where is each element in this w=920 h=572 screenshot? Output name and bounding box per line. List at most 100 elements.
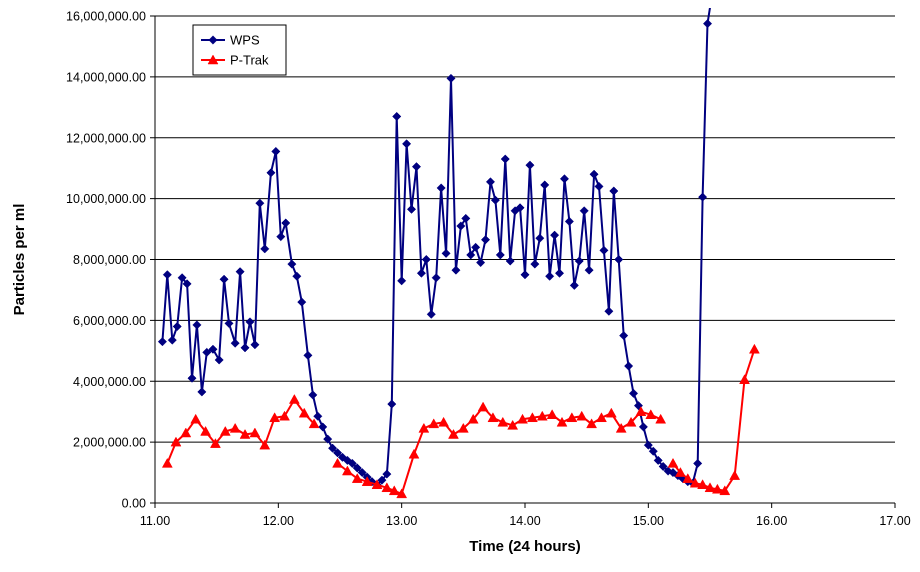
x-axis-title: Time (24 hours)	[469, 538, 580, 555]
y-tick-label: 4,000,000.00	[73, 375, 146, 389]
data-point	[438, 416, 450, 427]
y-tick-label: 2,000,000.00	[73, 436, 146, 450]
data-point	[240, 343, 250, 353]
data-point	[411, 162, 422, 172]
data-point	[328, 443, 338, 453]
data-point	[235, 267, 245, 277]
data-point	[490, 195, 500, 205]
data-point	[292, 271, 302, 281]
data-point	[624, 361, 634, 371]
data-point	[697, 479, 709, 489]
data-point	[609, 186, 619, 196]
data-point	[208, 344, 218, 354]
series-p-trak	[161, 343, 760, 499]
data-point	[566, 412, 578, 423]
data-point	[698, 192, 708, 202]
data-point	[172, 321, 182, 332]
data-point	[535, 233, 545, 243]
data-point	[297, 297, 307, 307]
data-point	[200, 425, 211, 436]
data-point	[559, 174, 570, 184]
data-point	[202, 347, 212, 357]
data-point	[239, 429, 251, 439]
data-point	[308, 390, 318, 400]
data-point	[162, 270, 172, 280]
data-point	[505, 256, 515, 266]
data-point	[682, 473, 694, 483]
data-point	[554, 268, 565, 278]
legend-swatch-marker	[208, 35, 218, 45]
data-point	[635, 406, 647, 416]
data-point	[525, 160, 535, 170]
data-point	[255, 198, 265, 208]
x-tick-label: 14.00	[509, 514, 540, 528]
data-point	[584, 265, 594, 275]
data-point	[279, 410, 290, 421]
data-point	[517, 413, 528, 424]
data-point	[477, 401, 489, 412]
data-point	[351, 473, 363, 483]
data-point	[167, 335, 177, 345]
data-point	[260, 244, 270, 254]
data-point	[497, 416, 509, 427]
data-point	[426, 309, 436, 319]
data-point	[638, 422, 648, 432]
data-point	[388, 485, 400, 496]
data-point	[476, 257, 486, 268]
data-point	[276, 232, 286, 242]
y-axis-title: Particles per ml	[11, 204, 28, 316]
tick-labels: 0.00 2,000,000.00 4,000,000.00 6,000,000.00…	[66, 10, 911, 529]
data-point	[347, 458, 357, 468]
data-point	[748, 343, 760, 354]
data-point	[230, 338, 240, 348]
data-point	[546, 409, 558, 419]
data-point	[219, 274, 229, 284]
data-point	[704, 482, 716, 493]
data-point	[408, 448, 420, 459]
data-point	[645, 409, 657, 419]
data-point	[187, 373, 197, 383]
data-point	[648, 446, 658, 456]
series-line	[672, 348, 756, 492]
data-point	[467, 413, 479, 424]
data-point	[667, 457, 679, 468]
data-point	[536, 410, 548, 421]
legend-swatch-marker	[207, 54, 219, 65]
data-point	[507, 419, 519, 430]
data-point	[689, 477, 701, 488]
x-tick-label: 12.00	[263, 514, 294, 528]
y-tick-label: 8,000,000.00	[73, 253, 146, 267]
data-point	[357, 468, 367, 478]
data-point	[170, 436, 182, 447]
data-point	[421, 254, 431, 265]
data-point	[402, 139, 412, 149]
data-point	[711, 483, 723, 494]
data-point	[540, 180, 550, 190]
data-point	[619, 331, 629, 341]
data-point	[219, 425, 231, 436]
data-point	[177, 273, 187, 283]
data-point	[387, 399, 397, 409]
data-point	[615, 422, 627, 433]
data-point	[448, 429, 459, 439]
data-point	[210, 438, 221, 448]
data-point	[259, 439, 271, 450]
y-tick-label: 0.00	[122, 497, 146, 511]
x-tick-label: 16.00	[756, 514, 787, 528]
data-point	[739, 374, 750, 384]
data-point	[303, 350, 313, 360]
data-point	[480, 235, 491, 245]
data-point	[487, 412, 499, 423]
data-point	[693, 458, 703, 468]
data-point	[674, 467, 686, 477]
data-point	[406, 204, 417, 214]
data-point	[614, 254, 624, 265]
data-point	[729, 470, 741, 480]
data-point	[313, 411, 323, 421]
data-point	[361, 476, 373, 486]
data-point	[579, 206, 589, 216]
data-point	[287, 259, 297, 269]
data-point	[436, 183, 446, 193]
data-point	[564, 216, 574, 227]
